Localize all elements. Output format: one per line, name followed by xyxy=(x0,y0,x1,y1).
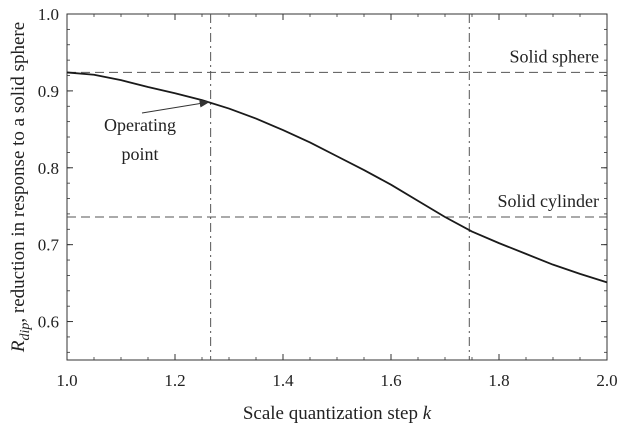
annotation-label: Operating xyxy=(104,115,176,135)
x-tick-label: 1.4 xyxy=(272,371,294,390)
annotation-arrow xyxy=(141,99,210,114)
y-tick-label: 0.7 xyxy=(38,236,60,255)
x-axis-ticks: 1.0 1.2 1.4 1.6 1.8 2.0 xyxy=(56,14,618,390)
x-axis-title: Scale quantization step k xyxy=(243,403,432,424)
x-tick-label: 1.6 xyxy=(380,371,401,390)
annotation-label: point xyxy=(121,144,158,164)
x-tick-label: 1.8 xyxy=(488,371,509,390)
series-layer xyxy=(66,71,608,284)
y-tick-label: 0.6 xyxy=(38,313,59,332)
y-axis-ticks: 0.6 0.7 0.8 0.9 1.0 xyxy=(38,5,607,353)
y-tick-label: 0.9 xyxy=(38,82,59,101)
reference-line-label: Solid sphere xyxy=(510,46,600,66)
reference-line-label: Solid cylinder xyxy=(498,191,600,211)
y-tick-label: 0.8 xyxy=(38,159,59,178)
x-tick-label: 2.0 xyxy=(596,371,617,390)
x-tick-label: 1.2 xyxy=(164,371,185,390)
series-line xyxy=(66,71,608,284)
x-tick-label: 1.0 xyxy=(56,371,77,390)
annotation-layer: Operating point xyxy=(104,99,210,164)
y-axis-title: Rdip, reduction in response to a solid s… xyxy=(8,22,33,353)
reference-lines: Solid sphere Solid cylinder xyxy=(67,14,607,360)
y-tick-label: 1.0 xyxy=(38,5,59,24)
